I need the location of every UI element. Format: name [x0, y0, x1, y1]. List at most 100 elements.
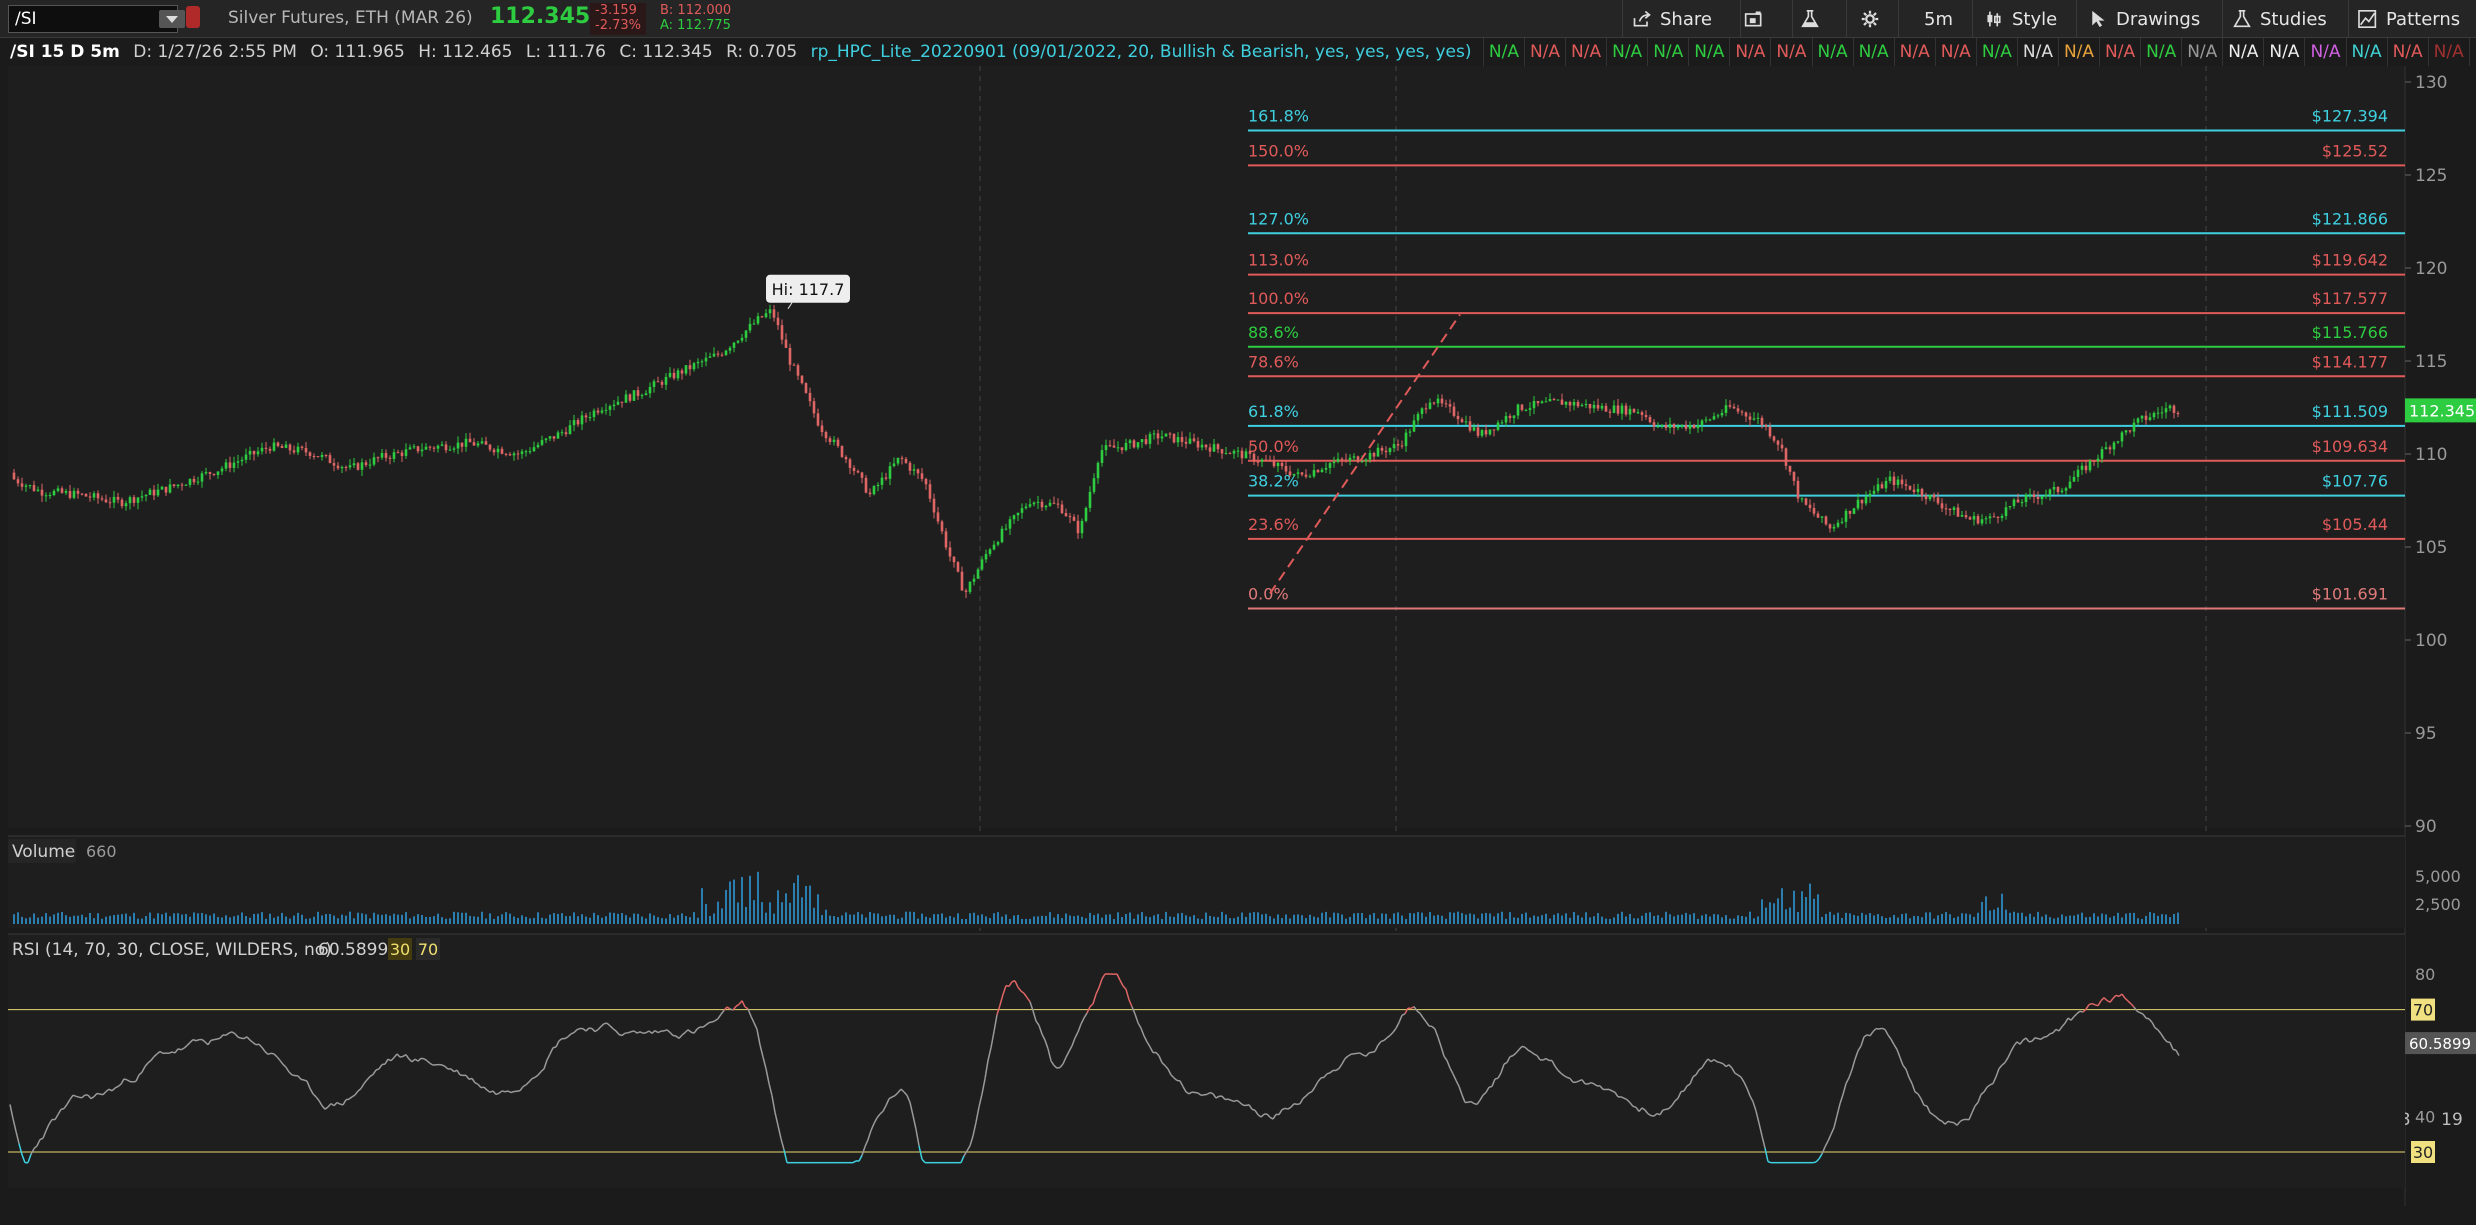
flask-button[interactable] [1800, 6, 1820, 32]
style-button[interactable]: Style [1984, 6, 2057, 32]
fib-level-percent: 127.0% [1248, 209, 1309, 228]
candle-body [1205, 445, 1208, 448]
candle-body [1761, 418, 1764, 425]
drawings-button[interactable]: Drawings [2088, 6, 2200, 32]
candle-body [353, 463, 356, 465]
timeframe-button[interactable]: 5m [1924, 6, 1953, 32]
rsi-segment [196, 1040, 199, 1041]
candle-body [485, 441, 488, 444]
rsi-segment [301, 1079, 304, 1080]
candle-body [949, 547, 952, 556]
candle-body [1437, 399, 1440, 404]
study-label[interactable]: rp_HPC_Lite_20220901 (09/01/2022, 20, Bu… [803, 38, 1472, 66]
candle-body [1185, 442, 1188, 444]
candle-body [1281, 463, 1284, 466]
study-flag: N/A [2140, 38, 2181, 66]
candle-body [1593, 405, 1596, 408]
candle-body [1113, 446, 1116, 448]
candle-body [1045, 506, 1048, 508]
chart-svg[interactable]: 9095100105110115120125130212223Mon123456… [0, 66, 2476, 1221]
candle-body [1585, 404, 1588, 405]
rsi-segment [1489, 1086, 1492, 1087]
candle-body [2053, 487, 2056, 490]
candle-body [1713, 416, 1716, 419]
rsi-segment [2035, 1038, 2038, 1039]
symbol-description: Silver Futures, ETH (MAR 26) [228, 8, 473, 28]
candle-body [1485, 430, 1488, 434]
rsi-segment [628, 1032, 631, 1033]
fib-level-price: $121.866 [2312, 209, 2388, 228]
candle-body [977, 569, 980, 578]
patterns-label: Patterns [2386, 9, 2460, 30]
candle-body [325, 455, 328, 456]
symbol-dropdown-icon[interactable] [159, 10, 185, 28]
candle-body [1953, 508, 1956, 510]
candle-body [1165, 434, 1168, 437]
rsi-tick-label: 30 [2413, 1143, 2433, 1162]
candle-body [2177, 413, 2180, 414]
settings-button[interactable] [1860, 6, 1880, 32]
candle-body [697, 362, 700, 363]
link-icon[interactable] [186, 6, 200, 28]
candle-body [605, 410, 608, 411]
bar-open: O: 111.965 [302, 38, 405, 66]
candle-body [1637, 412, 1640, 413]
candle-body [417, 446, 420, 451]
rsi-oversold-label: 30 [390, 940, 410, 959]
candle-body [1745, 412, 1748, 416]
candle-body [393, 452, 396, 459]
candle-body [1149, 434, 1152, 444]
candle-body [1945, 508, 1948, 509]
rsi-segment [1285, 1108, 1288, 1109]
rsi-overbought-label: 70 [418, 940, 438, 959]
candle-body [1529, 408, 1532, 410]
rsi-segment [304, 1080, 307, 1081]
candle-body [549, 436, 552, 438]
candle-body [1577, 402, 1580, 406]
candle-body [933, 499, 936, 513]
candle-body [1501, 422, 1504, 423]
chart-area[interactable]: 9095100105110115120125130212223Mon123456… [0, 66, 2476, 1221]
candle-body [1909, 486, 1912, 490]
candle-body [681, 370, 684, 373]
candle-body [469, 439, 472, 443]
rsi-segment [346, 1099, 349, 1100]
candle-body [541, 440, 544, 445]
chart-info-bar: /SI 15 D 5m D: 1/27/26 2:55 PM O: 111.96… [0, 38, 2410, 66]
share-button[interactable]: Share [1632, 6, 1712, 32]
candle-body [901, 458, 904, 459]
candle-body [1769, 427, 1772, 437]
candle-body [1053, 503, 1056, 504]
candle-body [37, 490, 40, 491]
candle-body [869, 493, 872, 495]
candle-body [737, 341, 740, 343]
candle-body [1697, 425, 1700, 428]
rsi-segment [1369, 1052, 1372, 1053]
studies-button[interactable]: Studies [2232, 6, 2327, 32]
snapshot-button[interactable] [1744, 6, 1764, 32]
candle-body [1725, 405, 1728, 413]
study-flag: N/A [2017, 38, 2058, 66]
candle-body [717, 354, 720, 355]
candle-body [473, 442, 476, 445]
candle-body [829, 438, 832, 442]
symbol-input[interactable]: /SI [8, 5, 178, 33]
candle-body [45, 495, 48, 496]
candle-body [1393, 444, 1396, 448]
candle-body [145, 495, 148, 496]
candle-body [685, 365, 688, 373]
candle-body [1389, 448, 1392, 452]
candle-body [1765, 425, 1768, 427]
candle-body [2073, 477, 2076, 482]
candle-body [1277, 463, 1280, 466]
candle-body [1097, 463, 1100, 478]
patterns-button[interactable]: Patterns [2358, 6, 2460, 32]
candle-body [1337, 459, 1340, 462]
toolbar-divider [2076, 0, 2077, 37]
candle-body [881, 478, 884, 485]
candle-body [1549, 399, 1552, 401]
rsi-segment [211, 1040, 214, 1041]
candle-body [509, 454, 512, 455]
candle-body [1889, 477, 1892, 481]
candle-body [929, 484, 932, 498]
